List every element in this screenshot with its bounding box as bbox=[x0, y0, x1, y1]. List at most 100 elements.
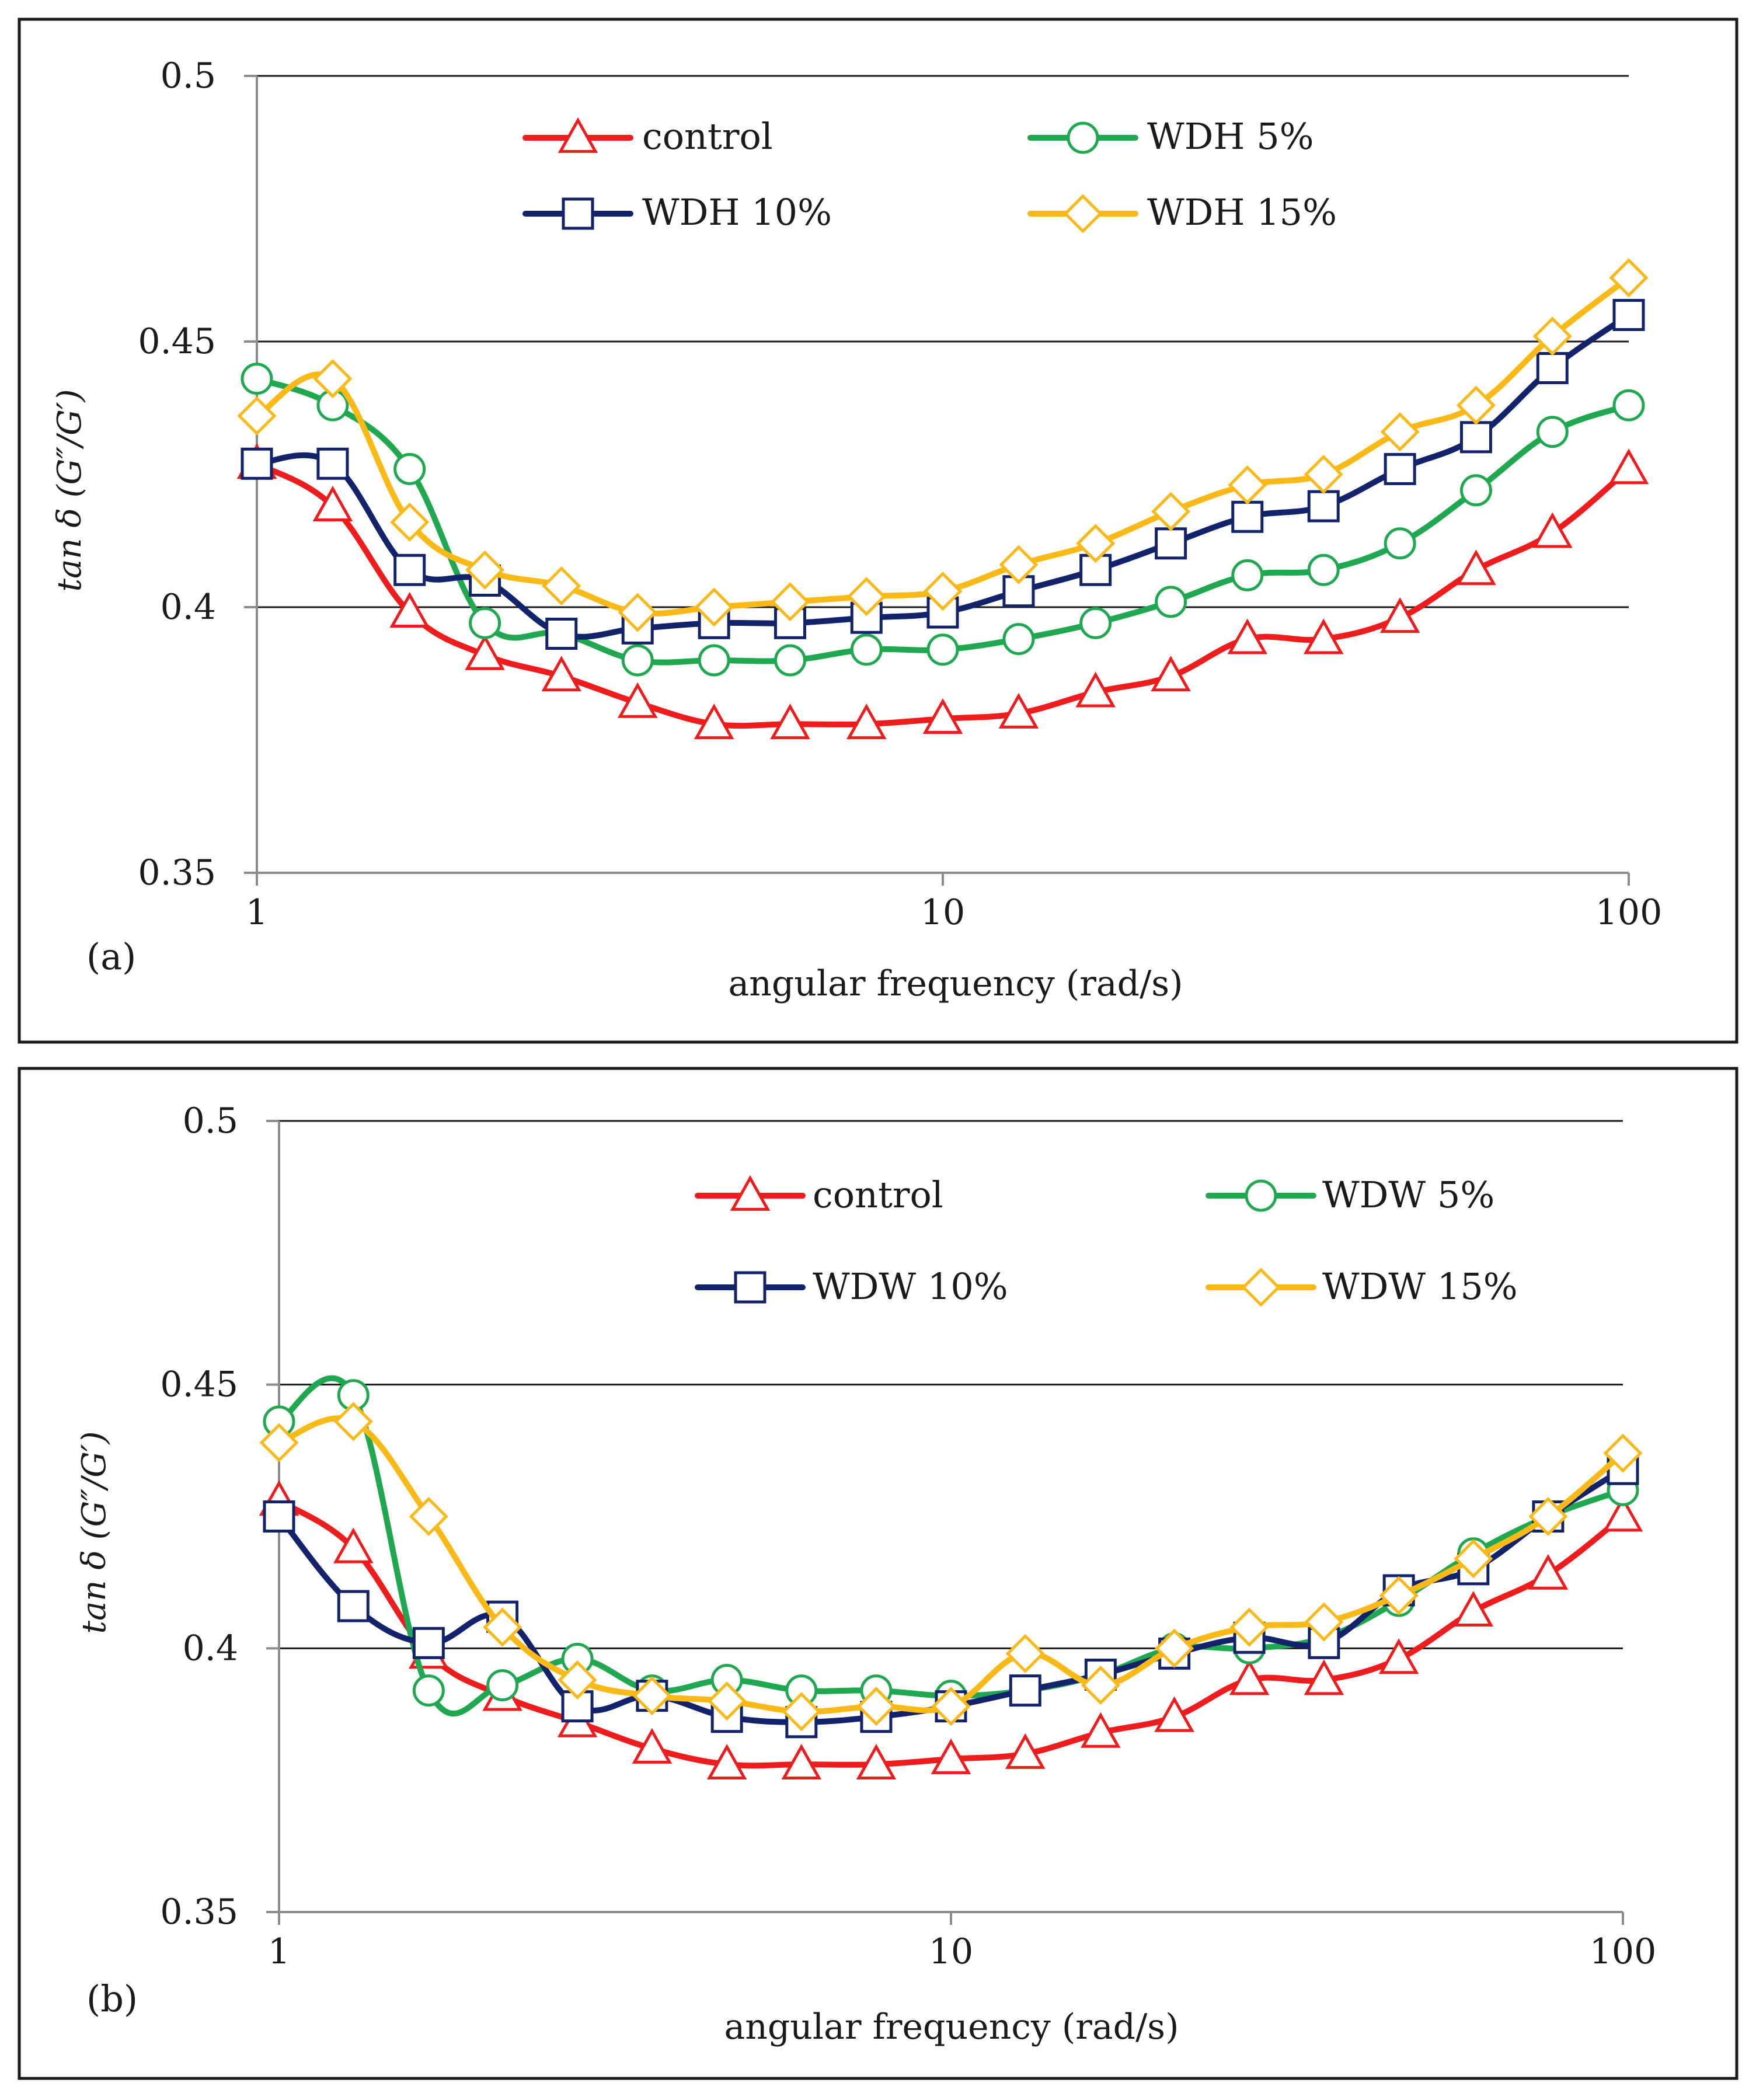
legend-swatch-marker bbox=[1241, 1267, 1281, 1307]
data-point bbox=[1456, 385, 1496, 425]
x-tick-label: 100 bbox=[1590, 1931, 1657, 1972]
data-point bbox=[237, 396, 277, 436]
chart-panel-a: 0.35 0.4 0.45 0.5 1 10 100 tan δ (G″/G′)… bbox=[18, 18, 1738, 1044]
data-point bbox=[1454, 1539, 1493, 1579]
data-point bbox=[412, 1674, 445, 1707]
data-point bbox=[1005, 1733, 1046, 1769]
data-point bbox=[850, 633, 883, 666]
x-tick-labels: 1 10 100 bbox=[246, 892, 1662, 933]
y-tick-label: 0.35 bbox=[138, 852, 216, 893]
data-point bbox=[1536, 416, 1569, 448]
data-point bbox=[1536, 352, 1569, 384]
series-s10 bbox=[241, 299, 1645, 650]
y-tick-label: 0.45 bbox=[160, 1364, 238, 1405]
legend-label: WDW 10% bbox=[813, 1265, 1008, 1308]
data-point bbox=[1076, 524, 1116, 563]
data-point bbox=[465, 634, 505, 670]
data-point bbox=[483, 1607, 522, 1647]
data-point bbox=[1229, 1659, 1270, 1695]
data-point bbox=[263, 1500, 295, 1533]
data-point bbox=[1384, 527, 1416, 560]
data-point bbox=[1459, 421, 1492, 454]
data-point bbox=[1532, 512, 1573, 548]
data-point bbox=[1603, 1433, 1643, 1473]
series-control bbox=[236, 443, 1649, 740]
legend-swatch-marker bbox=[730, 1175, 771, 1211]
data-point bbox=[1005, 1634, 1045, 1673]
data-point bbox=[923, 572, 963, 611]
legend-label: control bbox=[642, 115, 773, 158]
chart-panel-b: 0.35 0.4 0.45 0.5 1 10 100 tan δ (G″/G′)… bbox=[18, 1067, 1738, 2080]
data-point bbox=[846, 704, 887, 740]
data-point bbox=[617, 682, 658, 718]
data-point bbox=[618, 593, 657, 632]
data-point bbox=[1307, 553, 1340, 586]
data-point bbox=[541, 656, 582, 692]
data-point bbox=[707, 1681, 747, 1721]
legend-item-wdh-15: WDH 15% bbox=[1027, 191, 1337, 234]
data-point bbox=[621, 644, 654, 677]
data-point bbox=[846, 577, 886, 617]
data-point bbox=[1304, 454, 1343, 494]
data-point bbox=[469, 607, 501, 639]
data-point bbox=[1384, 452, 1416, 485]
series-layer bbox=[236, 258, 1649, 740]
data-point bbox=[698, 644, 730, 677]
x-axis-title: angular frequency (rad/s) bbox=[724, 2007, 1179, 2047]
legend-label: WDH 10% bbox=[642, 191, 832, 234]
data-point bbox=[1155, 527, 1187, 560]
data-point bbox=[545, 618, 578, 650]
data-point bbox=[312, 485, 353, 521]
data-point bbox=[1379, 1576, 1419, 1615]
data-point bbox=[856, 1687, 896, 1726]
legend-item-wdw-5: WDW 5% bbox=[1205, 1173, 1494, 1216]
data-point bbox=[241, 363, 273, 395]
data-point bbox=[1151, 492, 1191, 531]
data-point bbox=[770, 704, 810, 740]
y-tick-label: 0.4 bbox=[161, 587, 216, 628]
data-point bbox=[1612, 299, 1645, 331]
legend-swatch-marker bbox=[1063, 194, 1103, 234]
series-s5 bbox=[241, 363, 1645, 677]
data-point bbox=[259, 1423, 299, 1462]
data-point bbox=[782, 1692, 821, 1732]
x-tick-label: 10 bbox=[929, 1931, 973, 1972]
data-point bbox=[706, 1743, 747, 1779]
data-point bbox=[486, 1669, 519, 1702]
data-point bbox=[1155, 1628, 1194, 1668]
legend-item-wdw-15: WDW 15% bbox=[1205, 1265, 1518, 1308]
data-point bbox=[337, 1590, 370, 1622]
data-point bbox=[922, 698, 963, 734]
data-point bbox=[1081, 1666, 1120, 1705]
legend-swatch-marker bbox=[558, 117, 598, 153]
x-tick-label: 100 bbox=[1595, 892, 1663, 933]
legend-swatch-marker bbox=[1067, 121, 1099, 154]
y-tick-label: 0.35 bbox=[160, 1892, 238, 1932]
data-point bbox=[1303, 618, 1344, 654]
data-point bbox=[770, 582, 810, 622]
y-tick-label: 0.5 bbox=[161, 55, 216, 96]
legend-item-wdh-10: WDH 10% bbox=[522, 191, 832, 234]
data-point bbox=[1002, 623, 1035, 656]
data-point bbox=[1608, 448, 1649, 485]
x-tick-label: 10 bbox=[921, 892, 965, 933]
data-point bbox=[1081, 1712, 1121, 1748]
data-point bbox=[1612, 389, 1645, 422]
data-point bbox=[389, 591, 430, 628]
data-point bbox=[1231, 500, 1264, 533]
data-point bbox=[1231, 559, 1264, 591]
data-point bbox=[1459, 474, 1492, 507]
data-point bbox=[931, 1687, 971, 1726]
series-layer bbox=[259, 1375, 1643, 1779]
data-point bbox=[694, 587, 734, 627]
x-tick-label: 1 bbox=[268, 1931, 290, 1972]
x-axis-title: angular frequency (rad/s) bbox=[728, 963, 1183, 1004]
y-tick-label: 0.5 bbox=[183, 1101, 238, 1141]
data-point bbox=[926, 633, 959, 666]
legend: control WDH 5% WDH 10% WDH 15% bbox=[522, 115, 1337, 234]
legend-item-wdh-5: WDH 5% bbox=[1027, 115, 1314, 158]
legend: control WDW 5% WDW 10% WDW 15% bbox=[695, 1173, 1518, 1308]
data-point bbox=[1379, 597, 1420, 633]
series-control bbox=[259, 1480, 1643, 1779]
